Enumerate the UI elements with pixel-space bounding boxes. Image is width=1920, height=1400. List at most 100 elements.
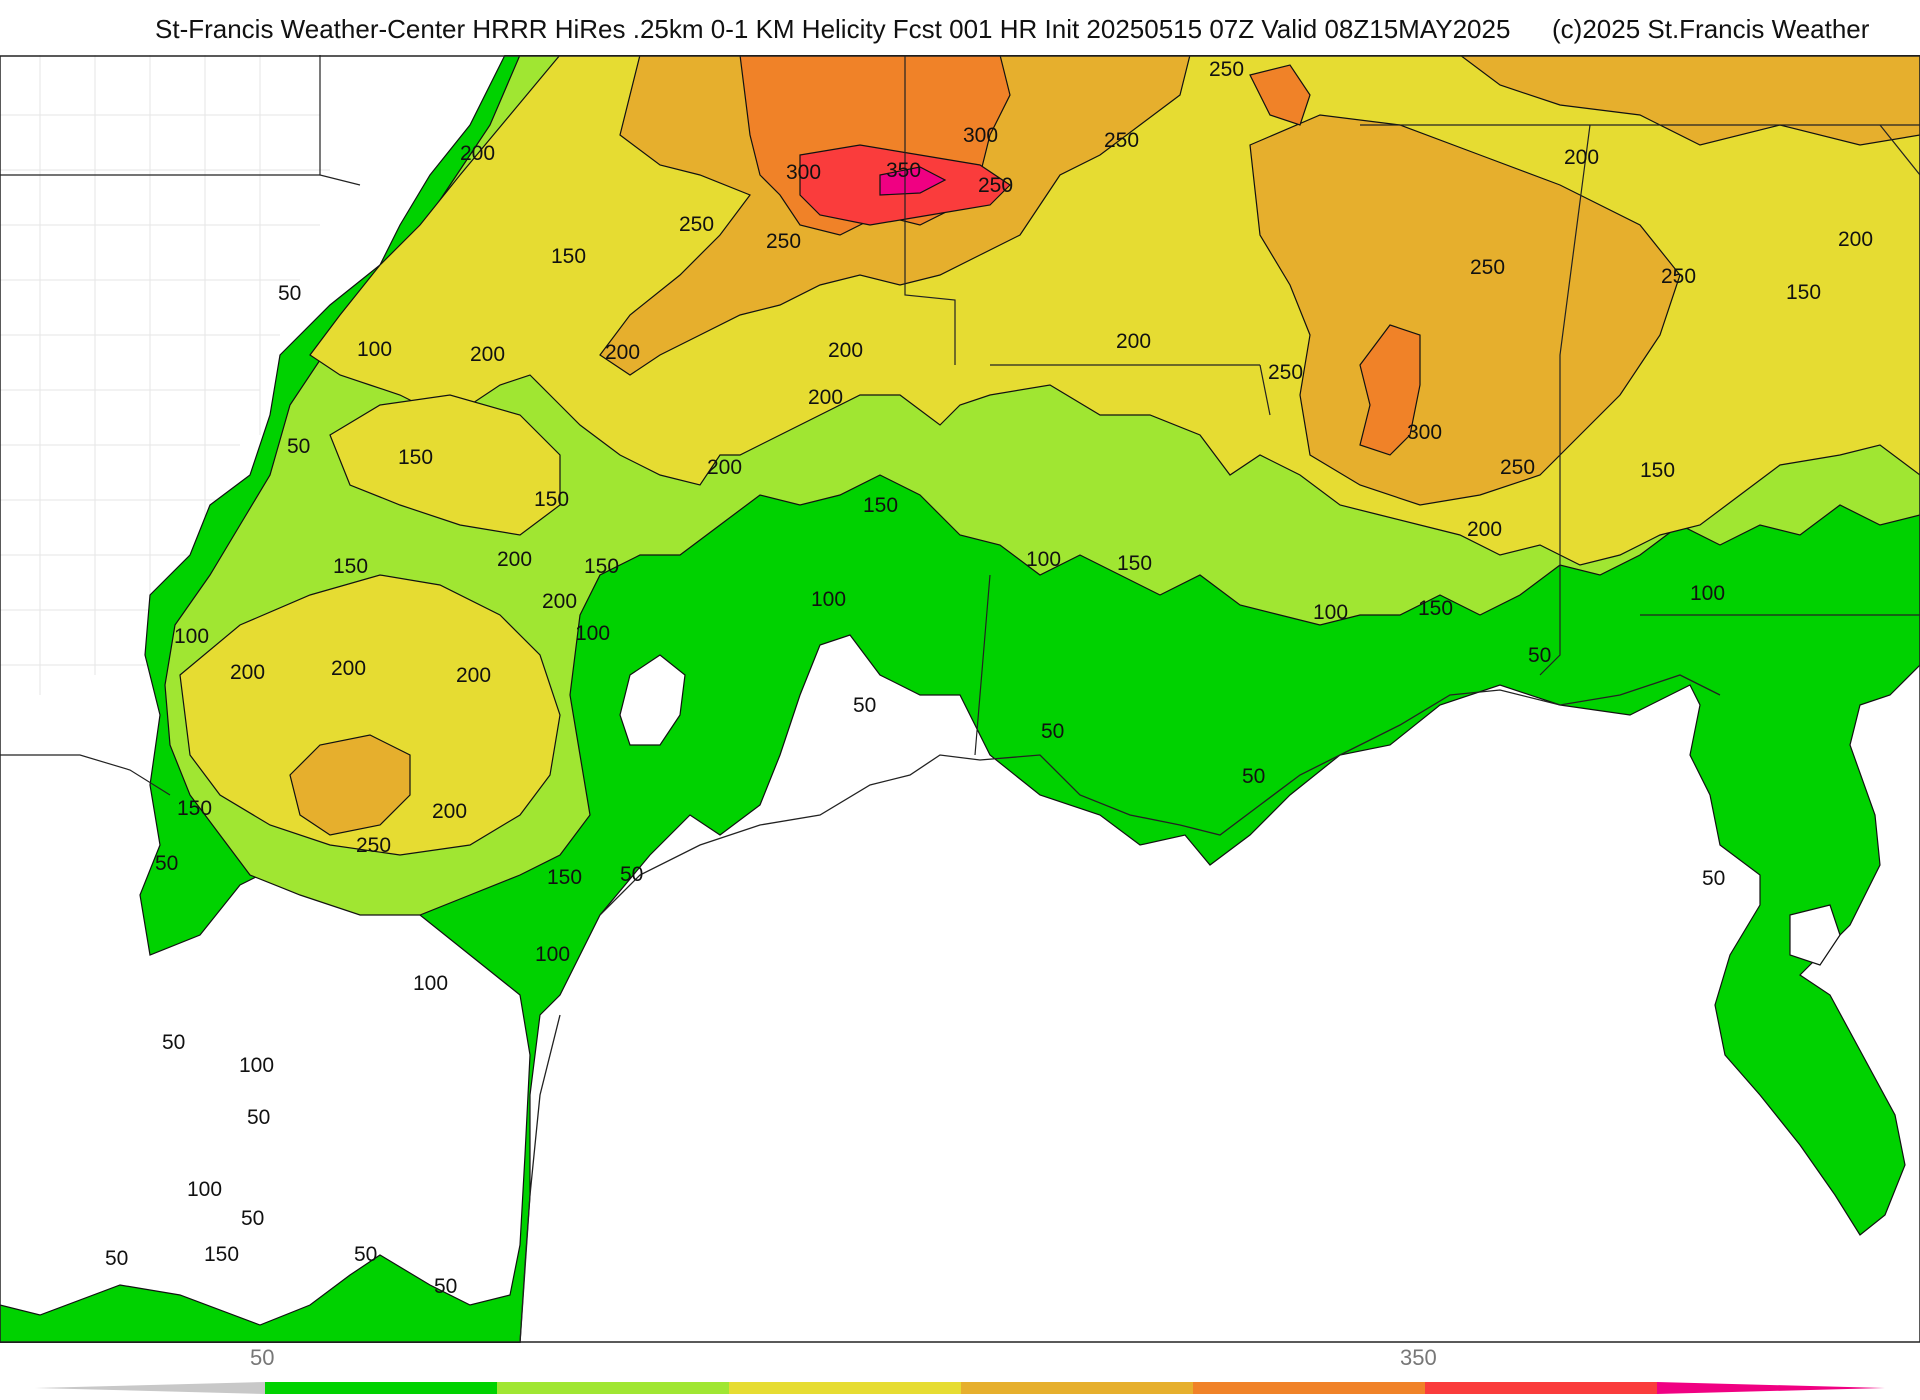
contour-label: 200 [808, 386, 843, 409]
contour-label: 50 [1242, 765, 1265, 788]
state-boundaries [0, 55, 1920, 796]
contour-label: 250 [1661, 265, 1696, 288]
contour-label: 100 [1026, 548, 1061, 571]
contour-label: 150 [177, 797, 212, 820]
colorbar-segment [729, 1382, 961, 1394]
helicity-zone-200-sw [289, 734, 411, 836]
contour-label: 250 [766, 230, 801, 253]
contour-label: 100 [811, 588, 846, 611]
contour-label: 200 [432, 800, 467, 823]
contour-label: 200 [497, 548, 532, 571]
colorbar-segment [497, 1382, 729, 1394]
contour-label: 200 [331, 657, 366, 680]
contour-label: 100 [1690, 582, 1725, 605]
helicity-zone-150-sw [179, 574, 561, 856]
colorbar-segment [961, 1382, 1193, 1394]
contour-label: 50 [1528, 644, 1551, 667]
contour-label: 100 [174, 625, 209, 648]
contour-label: 250 [679, 213, 714, 236]
contour-label: 150 [1418, 597, 1453, 620]
colorbar-segment [1425, 1382, 1657, 1394]
contour-label: 100 [1313, 601, 1348, 624]
contour-label: 50 [162, 1031, 185, 1054]
colorbar-under-triangle [35, 1382, 265, 1394]
contour-label: 150 [547, 866, 582, 889]
contour-label: 150 [1786, 281, 1821, 304]
contour-label: 150 [333, 555, 368, 578]
contour-label: 50 [287, 435, 310, 458]
contour-label: 50 [241, 1207, 264, 1230]
contour-label: 50 [1041, 720, 1064, 743]
contour-label: 200 [1467, 518, 1502, 541]
contour-label: 200 [460, 142, 495, 165]
contour-label: 50 [247, 1106, 270, 1129]
contour-label: 50 [1702, 867, 1725, 890]
contour-label: 300 [786, 161, 821, 184]
lake-blob-2 [1789, 904, 1841, 966]
contour-label: 100 [357, 338, 392, 361]
helicity-zone-250-e [1359, 324, 1421, 456]
map-title-bar: St-Francis Weather-Center HRRR HiRes .25… [0, 14, 1920, 54]
contour-label: 250 [1104, 129, 1139, 152]
county-grid [0, 55, 330, 695]
contour-label: 150 [534, 488, 569, 511]
contour-label: 300 [1407, 421, 1442, 444]
contour-label: 50 [620, 863, 643, 886]
contour-label: 150 [204, 1243, 239, 1266]
contour-label: 50 [278, 282, 301, 305]
map-title: St-Francis Weather-Center HRRR HiRes .25… [155, 14, 1511, 44]
colorbar-tick-max: 350 [1400, 1345, 1437, 1370]
helicity-zone-200-ne2 [1459, 55, 1920, 146]
contour-label: 100 [535, 943, 570, 966]
colorbar-svg: 50 350 [35, 1345, 1885, 1394]
contour-label: 200 [1838, 228, 1873, 251]
contour-label: 250 [356, 834, 391, 857]
contour-label: 50 [434, 1275, 457, 1298]
contour-label: 50 [105, 1247, 128, 1270]
helicity-zone-150-mid [329, 394, 561, 536]
contour-labels: 250 250 300 300 350 250 200 250 250 150 … [105, 58, 1873, 1298]
contour-label: 200 [707, 456, 742, 479]
colorbar-tick-min: 50 [250, 1345, 274, 1370]
contour-label: 200 [1116, 330, 1151, 353]
contour-label: 50 [853, 694, 876, 717]
helicity-map: 250 250 300 300 350 250 200 250 250 150 … [0, 55, 1920, 1343]
contour-label: 100 [187, 1178, 222, 1201]
contour-label: 200 [542, 590, 577, 613]
contour-label: 250 [1500, 456, 1535, 479]
contour-label: 200 [456, 664, 491, 687]
contour-label: 100 [239, 1054, 274, 1077]
contour-label: 250 [1470, 256, 1505, 279]
contour-label: 150 [398, 446, 433, 469]
coastline [519, 674, 1721, 1343]
copyright-text: (c)2025 St.Francis Weather [1552, 14, 1870, 44]
contour-label: 100 [575, 622, 610, 645]
contour-label: 50 [155, 852, 178, 875]
contour-label: 150 [1640, 459, 1675, 482]
contour-label: 200 [230, 661, 265, 684]
contour-label: 200 [605, 341, 640, 364]
contour-label: 100 [413, 972, 448, 995]
helicity-zone-350 [879, 166, 947, 196]
contour-label: 150 [863, 494, 898, 517]
colorbar-legend: 50 350 [0, 1343, 1920, 1400]
lake-blob [619, 654, 686, 746]
contour-label: 250 [1268, 361, 1303, 384]
contour-label: 250 [978, 174, 1013, 197]
colorbar-over-triangle [1657, 1382, 1885, 1394]
contour-label: 50 [354, 1243, 377, 1266]
contour-label: 200 [1564, 146, 1599, 169]
contour-label: 300 [963, 124, 998, 147]
contour-label: 200 [828, 339, 863, 362]
contour-label: 150 [1117, 552, 1152, 575]
contour-label: 200 [470, 343, 505, 366]
contour-label: 150 [551, 245, 586, 268]
contour-label: 350 [886, 159, 921, 182]
colorbar-segment [1193, 1382, 1425, 1394]
map-frame [0, 55, 1920, 1343]
contour-label: 150 [584, 555, 619, 578]
helicity-map-svg: 250 250 300 300 350 250 200 250 250 150 … [0, 55, 1920, 1343]
colorbar-segment [265, 1382, 497, 1394]
contour-label: 250 [1209, 58, 1244, 81]
helicity-zone-250-ne [1249, 64, 1311, 126]
